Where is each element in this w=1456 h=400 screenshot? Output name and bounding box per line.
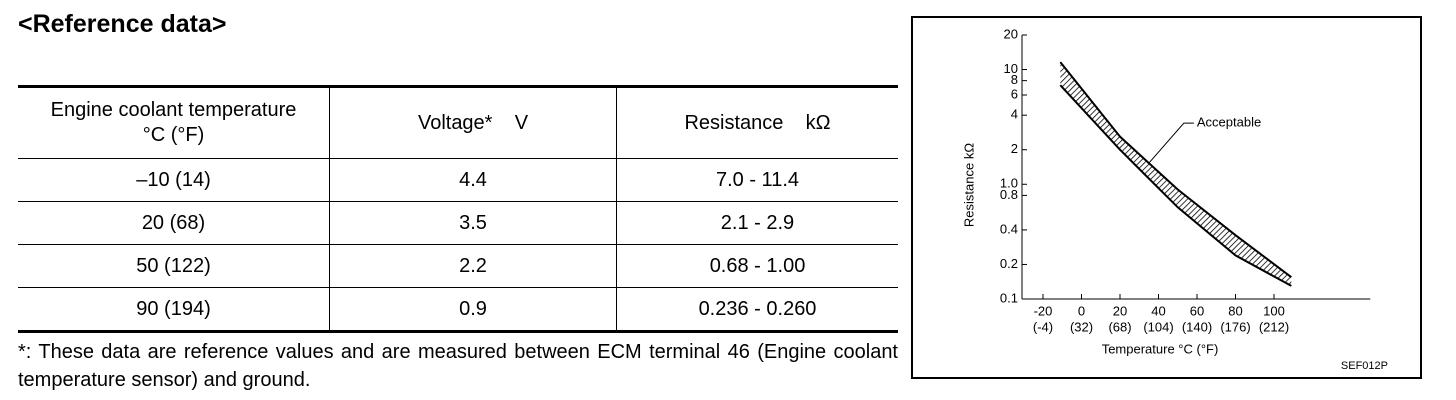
y-tick-label: 6 (1011, 86, 1018, 101)
x-tick-label: 40 (1151, 303, 1165, 318)
x-tick-sublabel: (140) (1182, 319, 1212, 334)
header-line: Engine coolant temperature (50, 99, 297, 121)
table-row: 20 (68) 3.5 2.1 - 2.9 (18, 201, 898, 245)
x-tick-sublabel: (176) (1220, 319, 1250, 334)
table-cell: 0.236 - 0.260 (616, 287, 898, 332)
header-cell: Engine coolant temperature °C (°F) (18, 86, 330, 159)
table-cell: 0.68 - 1.00 (616, 244, 898, 288)
y-tick-label: 0.1 (1000, 290, 1018, 305)
annotation: Acceptable (1197, 115, 1261, 130)
figure-code: SEF012P (1341, 360, 1388, 372)
reference-table: Engine coolant temperature °C (°F) Voltag… (18, 85, 898, 333)
heading: <Reference data> (18, 10, 227, 38)
x-tick-label: 0 (1078, 303, 1085, 318)
header-cell: Resistance kΩ (616, 86, 898, 159)
y-tick-label: 4 (1011, 107, 1018, 122)
table-row: 50 (122) 2.2 0.68 - 1.00 (18, 244, 898, 288)
table-row: –10 (14) 4.4 7.0 - 11.4 (18, 158, 898, 202)
table-cell: –10 (14) (18, 158, 330, 202)
table-cell: 4.4 (329, 158, 617, 202)
x-tick-sublabel: (-4) (1033, 319, 1053, 334)
x-tick-label: 80 (1228, 303, 1242, 318)
header-row: Engine coolant temperature °C (°F) Voltag… (18, 86, 898, 159)
y-axis-label: Resistance kΩ (961, 143, 976, 227)
x-tick-sublabel: (104) (1143, 319, 1173, 334)
table-cell: 2.2 (329, 244, 617, 288)
table-cell: 3.5 (329, 201, 617, 245)
y-tick-label: 0.2 (1000, 256, 1018, 271)
table-row: 90 (194) 0.9 0.236 - 0.260 (18, 287, 898, 332)
x-tick-sublabel: (212) (1259, 319, 1289, 334)
band-edge (1059, 61, 1292, 278)
x-tick-sublabel: (32) (1070, 319, 1093, 334)
x-tick-sublabel: (68) (1108, 319, 1131, 334)
y-tick-label: 10 (1004, 61, 1018, 76)
y-tick-label: 0.4 (1000, 221, 1018, 236)
y-tick-label: 0.8 (1000, 187, 1018, 202)
x-axis-label: Temperature °C (°F) (1102, 341, 1219, 356)
table-cell: 2.1 - 2.9 (616, 201, 898, 245)
figure-frame (911, 16, 1422, 379)
x-tick-label: 100 (1263, 303, 1285, 318)
x-tick-label: 20 (1113, 303, 1127, 318)
header-line: °C (°F) (142, 124, 205, 146)
table-cell: 0.9 (329, 287, 617, 332)
footnote: *: These data are reference values and a… (18, 341, 898, 391)
x-tick-label: 60 (1190, 303, 1204, 318)
header-cell: Voltage* V (329, 86, 617, 159)
band-edge (1059, 84, 1292, 287)
y-tick-label: 1.0 (1000, 176, 1018, 191)
table-body: –10 (14) 4.4 7.0 - 11.4 20 (68) 3.5 2.1 - 2.9… (18, 158, 898, 332)
table-cell: 90 (194) (18, 287, 330, 332)
table-cell: 20 (68) (18, 201, 330, 245)
y-tick-label: 8 (1011, 72, 1018, 87)
table-cell: 7.0 - 11.4 (616, 158, 898, 202)
band-fill (1060, 62, 1292, 286)
y-tick-label: 2 (1011, 141, 1018, 156)
y-tick-label: 20 (1004, 26, 1018, 41)
annotation-leader (1148, 122, 1194, 164)
x-tick-label: -20 (1034, 303, 1053, 318)
table-cell: 50 (122) (18, 244, 330, 288)
